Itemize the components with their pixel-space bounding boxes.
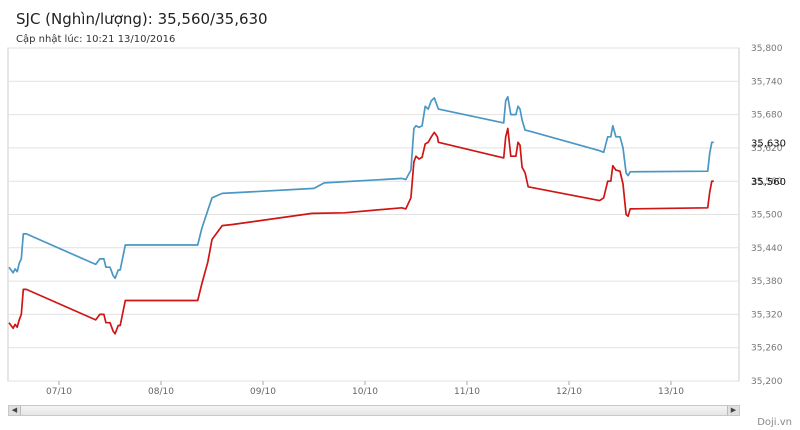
horizontal-scrollbar[interactable]: ◀ ▶ <box>8 405 740 416</box>
buy-price-line <box>8 127 714 335</box>
y-tick-label: 35,440 <box>751 244 783 254</box>
scroll-right-arrow-icon[interactable]: ▶ <box>727 406 739 415</box>
y-tick-label: 35,740 <box>751 77 783 87</box>
x-tick-label: 10/10 <box>352 387 378 397</box>
update-time: Cập nhật lúc: 10:21 13/10/2016 <box>16 34 176 45</box>
y-tick-label: 35,200 <box>751 377 783 387</box>
x-tick-label: 11/10 <box>454 387 480 397</box>
y-tick-label: 35,260 <box>751 344 783 354</box>
sell-price-line <box>8 95 714 280</box>
x-tick-label: 08/10 <box>148 387 174 397</box>
y-tick-label: 35,320 <box>751 310 783 320</box>
y-tick-label: 35,500 <box>751 211 783 221</box>
chart-title: SJC (Nghìn/lượng): 35,560/35,630 <box>16 10 268 28</box>
y-tick-label: 35,800 <box>751 44 783 54</box>
y-tick-label: 35,560 <box>751 177 783 187</box>
y-tick-label: 35,620 <box>751 144 783 154</box>
source-credit: Doji.vn <box>757 417 792 428</box>
buy-last-value-label: 35,560 <box>751 177 786 188</box>
x-tick-label: 07/10 <box>46 387 72 397</box>
y-tick-label: 35,680 <box>751 111 783 121</box>
scroll-left-arrow-icon[interactable]: ◀ <box>9 406 21 415</box>
x-tick-label: 12/10 <box>556 387 582 397</box>
x-tick-label: 13/10 <box>658 387 684 397</box>
sell-last-value-label: 35,630 <box>751 138 786 149</box>
x-tick-label: 09/10 <box>250 387 276 397</box>
y-tick-label: 35,380 <box>751 277 783 287</box>
